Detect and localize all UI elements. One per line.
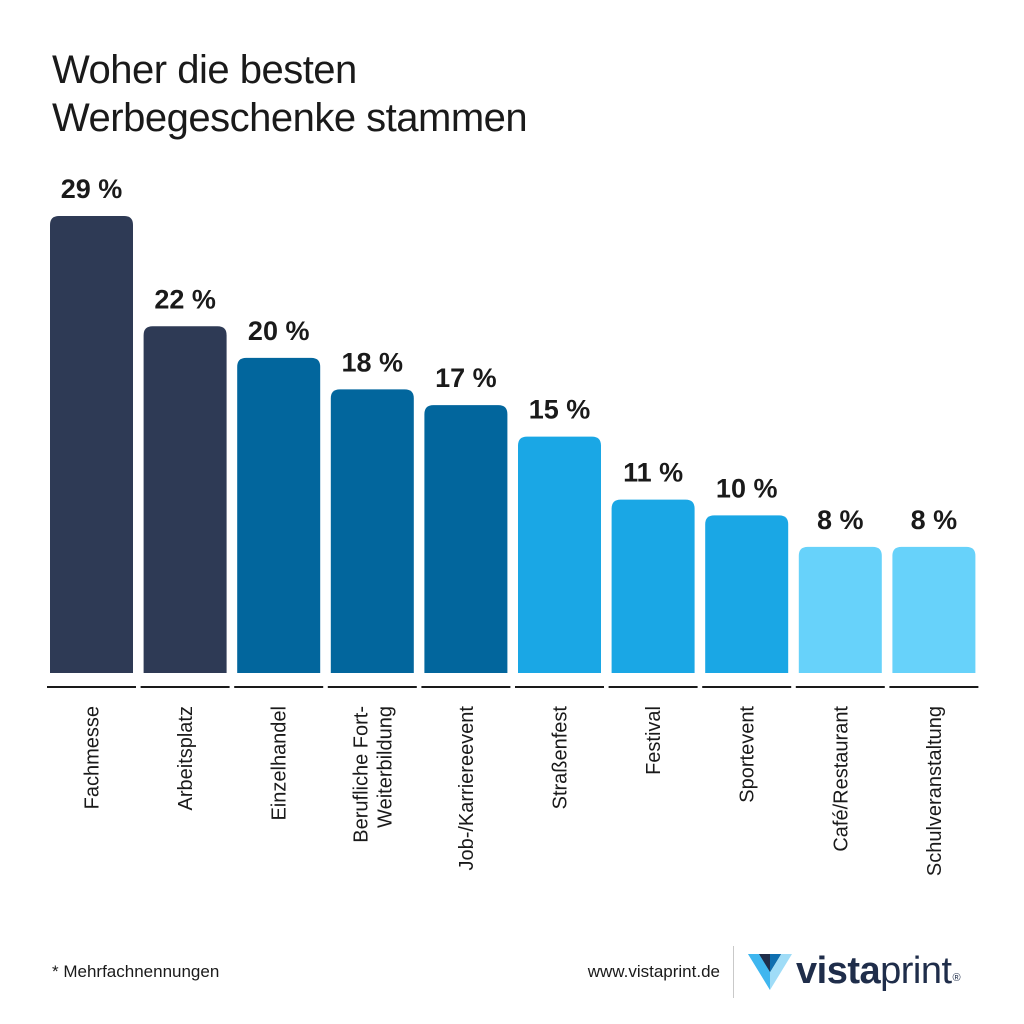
category-label-5: Straßenfest bbox=[550, 706, 572, 810]
bar-2 bbox=[237, 357, 321, 673]
registered-mark: ® bbox=[952, 972, 961, 984]
vistaprint-logo-text: vistaprint® bbox=[796, 948, 961, 1001]
bar-4 bbox=[424, 405, 508, 673]
category-label-1: Arbeitsplatz bbox=[175, 706, 197, 811]
bar-1 bbox=[143, 326, 227, 673]
footnote: * Mehrfachnennungen bbox=[52, 962, 220, 981]
logo-word-vista: vista bbox=[796, 950, 881, 992]
bar-0 bbox=[50, 216, 133, 673]
bar-6 bbox=[611, 499, 695, 673]
bar-5 bbox=[518, 436, 601, 673]
value-label-8: 8 % bbox=[817, 505, 864, 535]
value-label-2: 20 % bbox=[248, 316, 310, 346]
website-link[interactable]: www.vistaprint.de bbox=[587, 962, 720, 981]
value-label-0: 29 % bbox=[61, 174, 123, 204]
bar-9 bbox=[892, 546, 976, 673]
category-label-7: Sportevent bbox=[737, 706, 759, 803]
value-label-6: 11 % bbox=[623, 458, 683, 488]
chart-title: Woher die besten Werbegeschenke stammen bbox=[52, 46, 528, 142]
value-label-7: 10 % bbox=[716, 473, 778, 503]
category-label-3-0: Berufliche Fort- bbox=[350, 706, 372, 843]
category-label-2: Einzelhandel bbox=[269, 706, 291, 821]
value-label-4: 17 % bbox=[435, 363, 497, 393]
category-label-9: Schulveranstaltung bbox=[924, 706, 946, 876]
value-label-3: 18 % bbox=[342, 347, 404, 377]
bar-8 bbox=[798, 546, 882, 673]
footer-divider bbox=[733, 946, 734, 998]
logo-word-print: print bbox=[880, 950, 952, 992]
bar-7 bbox=[705, 515, 789, 673]
value-label-9: 8 % bbox=[911, 505, 958, 535]
category-label-3-1: Weiterbildung bbox=[374, 706, 396, 828]
category-label-4: Job-/Karriereevent bbox=[456, 706, 478, 871]
bar-3 bbox=[330, 389, 414, 673]
value-label-1: 22 % bbox=[154, 284, 216, 314]
vistaprint-logo-icon bbox=[748, 954, 792, 990]
category-label-6: Festival bbox=[643, 706, 665, 775]
value-label-5: 15 % bbox=[529, 395, 591, 425]
category-label-8: Café/Restaurant bbox=[830, 706, 852, 852]
chart-title-line-2: Werbegeschenke stammen bbox=[52, 96, 528, 140]
bar-chart: 29 % Fachmesse 22 % Arbeitsplatz 20 % Einzelh… bbox=[47, 174, 979, 876]
category-label-0: Fachmesse bbox=[82, 706, 104, 809]
chart-title-line-1: Woher die besten bbox=[52, 48, 357, 92]
